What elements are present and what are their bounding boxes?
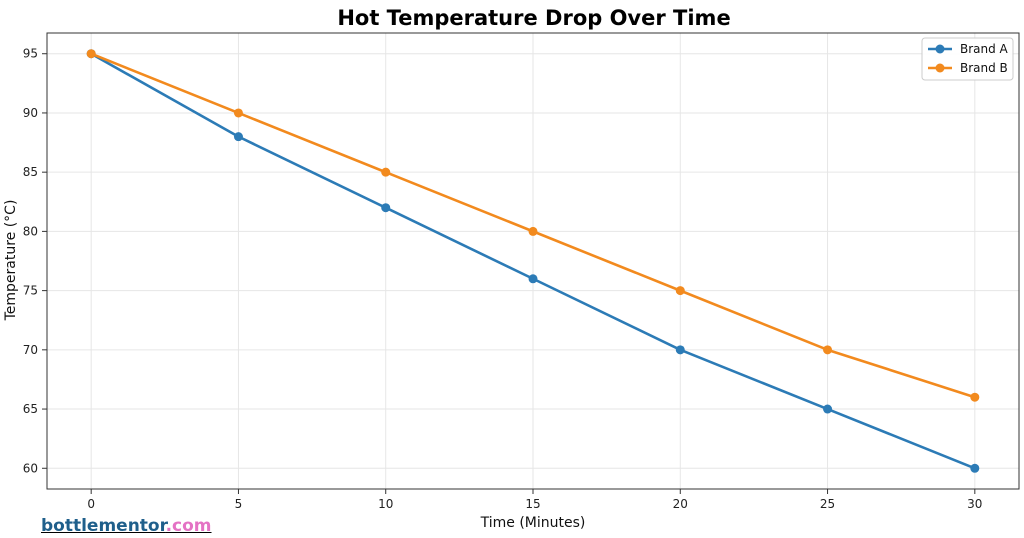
data-point xyxy=(233,108,243,118)
legend-marker xyxy=(935,44,945,54)
data-point xyxy=(381,203,391,213)
data-point xyxy=(233,132,243,142)
x-axis-label: Time (Minutes) xyxy=(480,515,586,531)
y-tick-label: 90 xyxy=(23,106,38,120)
data-point xyxy=(675,286,685,296)
legend-marker xyxy=(935,63,945,73)
legend: Brand A Brand B xyxy=(921,37,1014,81)
data-point xyxy=(823,404,833,414)
x-tick-label: 10 xyxy=(378,497,393,511)
y-tick-label: 70 xyxy=(23,343,38,357)
data-point xyxy=(970,392,980,402)
series-brand-b xyxy=(86,49,980,402)
grid xyxy=(47,33,1019,489)
y-tick-label: 80 xyxy=(23,224,38,238)
y-tick-label: 85 xyxy=(23,165,38,179)
watermark: bottlementor.com xyxy=(41,516,212,536)
chart-title: Hot Temperature Drop Over Time xyxy=(337,6,730,30)
x-tick-label: 0 xyxy=(87,497,95,511)
x-tick-label: 15 xyxy=(525,497,540,511)
y-tick-label: 65 xyxy=(23,402,38,416)
y-tick-label: 60 xyxy=(23,461,38,475)
data-point xyxy=(528,274,538,284)
data-point xyxy=(970,463,980,473)
x-tick-label: 25 xyxy=(820,497,835,511)
legend-label: Brand A xyxy=(960,42,1009,56)
x-tick-label: 5 xyxy=(235,497,243,511)
data-point xyxy=(675,345,685,355)
y-axis-label: Temperature (°C) xyxy=(3,200,19,322)
x-tick-label: 30 xyxy=(967,497,982,511)
watermark-name: bottlementor xyxy=(41,516,166,536)
y-tick-label: 95 xyxy=(23,47,38,61)
legend-label: Brand B xyxy=(960,61,1008,75)
data-point xyxy=(528,226,538,236)
axis-ticks: 0 5 10 15 20 25 30 60 65 70 75 80 85 90 95 xyxy=(23,47,983,511)
series-layer xyxy=(86,49,980,473)
y-tick-label: 75 xyxy=(23,284,38,298)
x-tick-label: 20 xyxy=(673,497,688,511)
data-point xyxy=(823,345,833,355)
data-point xyxy=(381,167,391,177)
data-point xyxy=(86,49,96,59)
watermark-tld: .com xyxy=(165,516,212,536)
